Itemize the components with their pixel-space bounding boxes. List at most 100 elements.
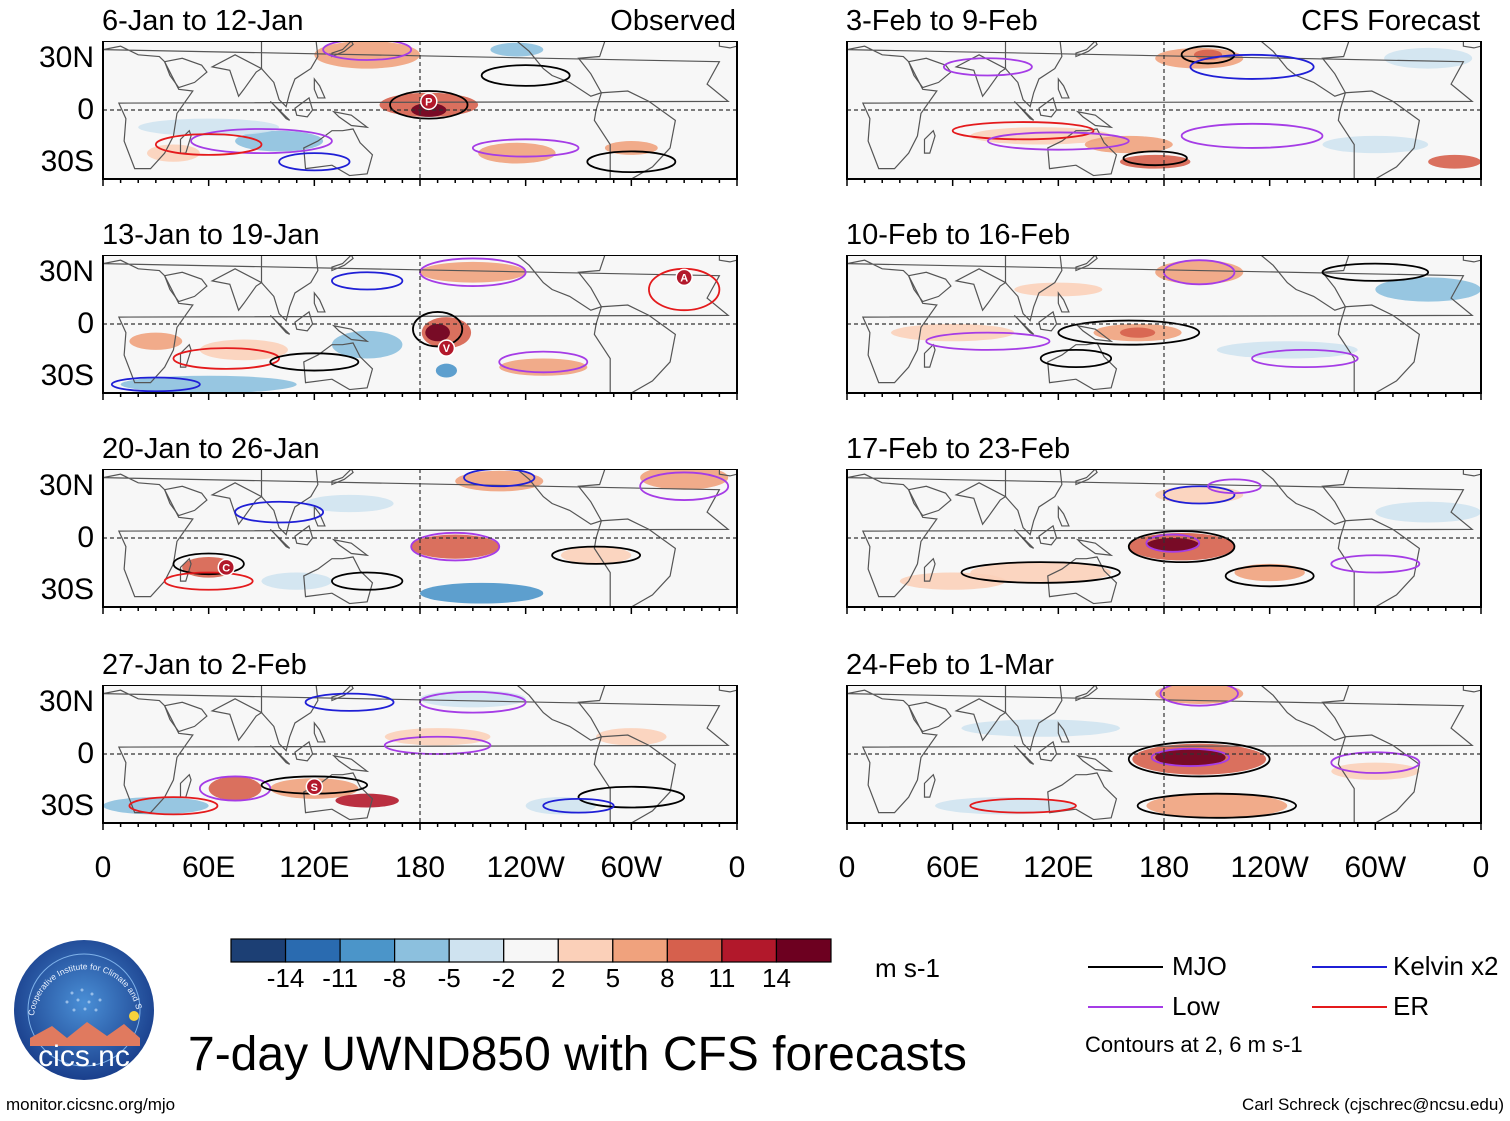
colorbar-swatch (612, 938, 668, 963)
wind-anomaly-shade (891, 324, 1015, 342)
wind-anomaly-shade (199, 339, 288, 361)
colorbar-units: m s-1 (875, 953, 940, 983)
lat-label: 30S (40, 358, 94, 392)
lon-label: 0 (728, 851, 746, 884)
wind-anomaly-shade (899, 572, 1006, 590)
lon-label: 0 (838, 851, 856, 884)
wave-contour (1189, 53, 1315, 80)
wind-anomaly-shade (935, 797, 1076, 815)
lat-label: 30S (40, 788, 94, 822)
wave-contour (322, 41, 413, 61)
wave-contour (986, 131, 1130, 151)
panel-period-title: 24-Feb to 1-Mar (846, 649, 1054, 681)
coastline (1057, 77, 1070, 99)
colorbar-label: -14 (266, 963, 305, 993)
coastline (260, 685, 319, 752)
wave-contour (1150, 747, 1231, 767)
wind-anomaly-shade (138, 118, 280, 136)
wind-anomaly-shade (490, 42, 544, 57)
coastline (907, 271, 952, 303)
coastline (331, 469, 354, 486)
colorbar-swatch (448, 938, 505, 963)
wave-contour (1180, 122, 1324, 149)
legend-label-mjo: MJO (1172, 951, 1227, 981)
coastline (303, 556, 374, 605)
lon-label: 60W (600, 851, 663, 884)
source-url[interactable]: monitor.cicsnc.org/mjo (6, 1095, 176, 1114)
wind-anomaly-shade (261, 572, 332, 590)
coastline (907, 701, 952, 733)
coastline (313, 77, 326, 99)
coastline (1013, 100, 1035, 121)
coastline (593, 304, 677, 393)
coastline (1038, 740, 1058, 762)
wind-anomaly-shade (208, 776, 262, 801)
wind-anomaly-shade (1155, 748, 1226, 767)
wave-contour (269, 352, 360, 372)
event-marker: V (437, 339, 456, 357)
map-panel (846, 41, 1482, 193)
wave-contour (1159, 685, 1239, 707)
coastline (1075, 110, 1114, 129)
wind-anomaly-shade (1155, 260, 1244, 285)
event-marker: P (420, 92, 438, 111)
colorbar-label: -2 (492, 963, 516, 993)
axis-ticks (102, 255, 738, 400)
coastline (515, 469, 606, 525)
wave-contour (498, 350, 589, 374)
coastline (269, 528, 291, 549)
axis-ticks (846, 41, 1482, 186)
wind-shading (899, 486, 1481, 590)
wave-contour (1127, 741, 1271, 778)
coastline (923, 129, 936, 154)
lat-label: 30S (40, 144, 94, 178)
coastline (1259, 469, 1350, 525)
colorbar-swatch (721, 938, 778, 963)
coastline (954, 268, 1007, 312)
coastline (954, 698, 1007, 742)
coastline (313, 721, 326, 743)
coastline (331, 255, 354, 272)
colorbar-label: -11 (322, 963, 358, 993)
wave-contour (154, 133, 263, 156)
lon-label: 120E (1023, 851, 1094, 884)
wave-contours (960, 478, 1421, 588)
colorbar-swatch (394, 938, 450, 963)
wave-contour (278, 152, 351, 172)
wave-contours (154, 41, 677, 174)
lat-label: 30S (40, 572, 94, 606)
axis-ticks (846, 685, 1482, 830)
coastline (1075, 469, 1098, 486)
wind-shading (891, 260, 1481, 359)
coastline (1013, 744, 1035, 765)
coastline (331, 754, 370, 773)
wave-contour (1127, 530, 1236, 564)
coastline (923, 343, 936, 368)
colorbar-swatch (230, 938, 287, 963)
coastline (294, 96, 314, 118)
colorbar-swatch (557, 938, 614, 963)
colorbar-label: 5 (605, 963, 621, 993)
colorbar-label: 11 (708, 963, 736, 993)
wave-contour (1057, 319, 1201, 346)
colorbar-label: 14 (761, 963, 791, 993)
wave-contour (198, 775, 272, 802)
wind-anomaly-shade (411, 534, 500, 559)
axis-ticks (846, 255, 1482, 400)
wave-contour (190, 128, 333, 155)
coastline (923, 557, 936, 582)
coastline (210, 482, 263, 526)
coastline (1075, 754, 1114, 773)
lat-label: 0 (77, 737, 94, 770)
coastline (515, 255, 606, 311)
wave-contour (172, 347, 281, 370)
lat-label: 0 (77, 307, 94, 340)
panel-period-title: 3-Feb to 9-Feb (846, 5, 1038, 37)
coastlines (847, 469, 1481, 607)
wind-anomaly-shade (1014, 282, 1103, 297)
coastline (103, 473, 730, 598)
wind-anomaly-shade (970, 127, 1112, 145)
wave-contour (163, 571, 254, 591)
coastline (163, 485, 208, 517)
